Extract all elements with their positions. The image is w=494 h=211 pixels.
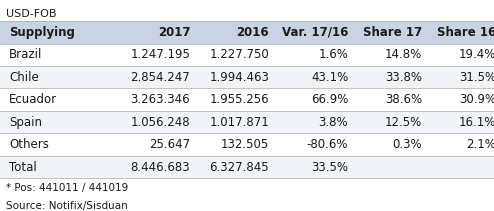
Text: USD-FOB: USD-FOB bbox=[6, 9, 56, 19]
Text: 1.017.871: 1.017.871 bbox=[209, 116, 269, 129]
Text: 3.8%: 3.8% bbox=[319, 116, 348, 129]
Text: 1.994.463: 1.994.463 bbox=[209, 71, 269, 84]
Text: 14.8%: 14.8% bbox=[385, 48, 422, 61]
Text: 2016: 2016 bbox=[237, 26, 269, 39]
Bar bbox=[0, 88, 494, 111]
Text: 12.5%: 12.5% bbox=[385, 116, 422, 129]
Text: * Pos: 441011 / 441019: * Pos: 441011 / 441019 bbox=[6, 183, 128, 192]
Text: Others: Others bbox=[9, 138, 49, 151]
Text: 16.1%: 16.1% bbox=[459, 116, 494, 129]
Text: 30.9%: 30.9% bbox=[459, 93, 494, 106]
Text: 2017: 2017 bbox=[158, 26, 190, 39]
Text: 19.4%: 19.4% bbox=[459, 48, 494, 61]
Text: -80.6%: -80.6% bbox=[307, 138, 348, 151]
Text: Brazil: Brazil bbox=[9, 48, 42, 61]
Text: Share 17: Share 17 bbox=[363, 26, 422, 39]
Bar bbox=[0, 156, 494, 178]
Bar bbox=[0, 21, 494, 43]
Text: 25.647: 25.647 bbox=[149, 138, 190, 151]
Text: 2.1%: 2.1% bbox=[467, 138, 494, 151]
Text: Source: Notifix/Sisduan: Source: Notifix/Sisduan bbox=[6, 200, 127, 211]
Bar bbox=[0, 133, 494, 156]
Text: Spain: Spain bbox=[9, 116, 42, 129]
Text: 1.247.195: 1.247.195 bbox=[130, 48, 190, 61]
Bar bbox=[0, 66, 494, 88]
Text: 31.5%: 31.5% bbox=[459, 71, 494, 84]
Text: 6.327.845: 6.327.845 bbox=[209, 161, 269, 174]
Text: 3.263.346: 3.263.346 bbox=[130, 93, 190, 106]
Bar bbox=[0, 43, 494, 66]
Text: Total: Total bbox=[9, 161, 37, 174]
Text: Supplying: Supplying bbox=[9, 26, 75, 39]
Text: 66.9%: 66.9% bbox=[311, 93, 348, 106]
Text: Var. 17/16: Var. 17/16 bbox=[282, 26, 348, 39]
Text: Chile: Chile bbox=[9, 71, 39, 84]
Text: 1.056.248: 1.056.248 bbox=[130, 116, 190, 129]
Bar bbox=[0, 111, 494, 133]
Text: Ecuador: Ecuador bbox=[9, 93, 57, 106]
Text: 43.1%: 43.1% bbox=[311, 71, 348, 84]
Text: 0.3%: 0.3% bbox=[393, 138, 422, 151]
Text: 2.854.247: 2.854.247 bbox=[130, 71, 190, 84]
Text: 132.505: 132.505 bbox=[221, 138, 269, 151]
Text: 1.227.750: 1.227.750 bbox=[209, 48, 269, 61]
Text: 8.446.683: 8.446.683 bbox=[130, 161, 190, 174]
Text: 33.5%: 33.5% bbox=[311, 161, 348, 174]
Text: 1.6%: 1.6% bbox=[319, 48, 348, 61]
Text: 33.8%: 33.8% bbox=[385, 71, 422, 84]
Text: Share 16: Share 16 bbox=[437, 26, 494, 39]
Text: 38.6%: 38.6% bbox=[385, 93, 422, 106]
Text: 1.955.256: 1.955.256 bbox=[209, 93, 269, 106]
